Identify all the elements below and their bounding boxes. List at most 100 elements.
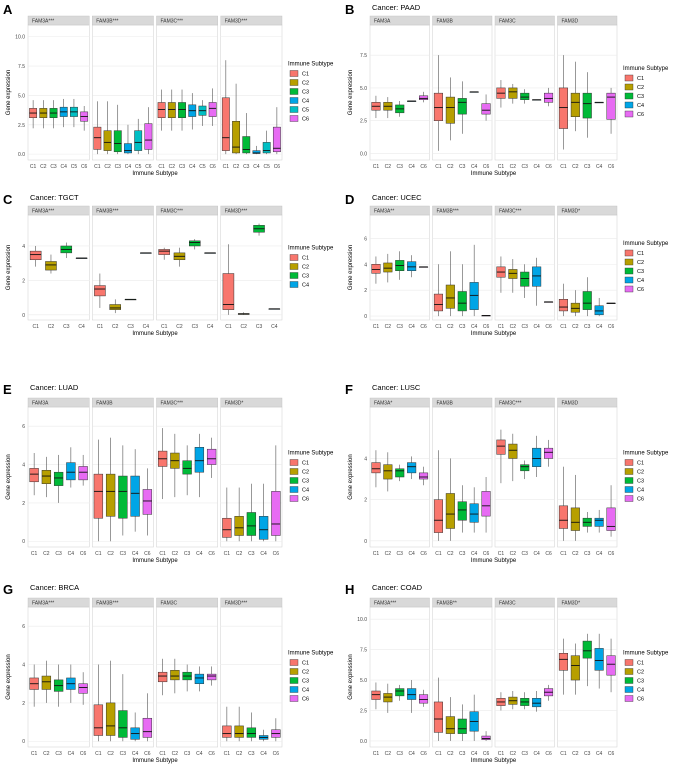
legend-swatch-c1 <box>624 459 634 466</box>
legend-label-c6: C6 <box>302 117 309 123</box>
legend-swatch-c4 <box>289 686 299 693</box>
x-tick-label: C3 <box>459 551 466 557</box>
panel-title: Cancer: LUSC <box>372 383 421 392</box>
facet-1: FAM3B*** C1 C2 C3 C4 <box>92 205 154 330</box>
box-c1 <box>222 706 232 742</box>
x-tick-label: C2 <box>510 164 517 170</box>
box-c6 <box>78 672 88 705</box>
box-c1 <box>433 450 443 541</box>
x-tick-label: C3 <box>120 551 127 557</box>
facet-3: FAM3D* C1 C2 C3 C4 C6 <box>220 397 283 557</box>
facet-0: FAM3A C1 C2 C3 C4 C6 <box>369 15 430 170</box>
legend-label-c2: C2 <box>302 265 309 271</box>
facet-strip-label: FAM3A*** <box>374 601 396 607</box>
facet-strip-label: FAM3D*** <box>225 601 248 607</box>
box-body <box>170 670 180 681</box>
box-c1 <box>158 247 170 260</box>
x-tick-label: C6 <box>420 324 427 330</box>
box-c3 <box>253 223 265 236</box>
box-c1 <box>29 245 42 267</box>
box-c6 <box>481 731 491 741</box>
facet-strip <box>494 397 555 408</box>
y-tick-label: 4 <box>364 262 367 268</box>
box-c4 <box>407 456 417 480</box>
box-c2 <box>570 643 580 695</box>
x-tick-label: C1 <box>158 164 165 170</box>
x-tick-label: C5 <box>135 164 142 170</box>
x-tick-label: C3 <box>248 551 255 557</box>
box-c2 <box>383 452 393 492</box>
legend-label-c2: C2 <box>302 670 309 676</box>
box-body <box>234 725 244 738</box>
box-body <box>532 698 542 708</box>
facet-strip <box>156 397 218 408</box>
facet-strip-label: FAM3D* <box>225 401 244 407</box>
facet-2: FAM3C*** C1 C2 C3 C4 C6 <box>494 205 555 330</box>
box-c4 <box>130 449 140 532</box>
box-body <box>271 491 281 536</box>
x-tick-label: C6 <box>545 751 552 757</box>
box-c1 <box>371 256 381 284</box>
facet-1: FAM3B C1 C2 C3 C4 C6 <box>92 397 154 557</box>
box-c1 <box>496 429 506 484</box>
facet-1: FAM3B*** C1 C2 C3 C4 C6 <box>432 205 493 330</box>
x-tick-label: C3 <box>256 324 263 330</box>
facet-plot-area <box>156 214 218 321</box>
box-c4 <box>594 633 604 689</box>
box-c1 <box>558 638 568 695</box>
x-tick-label: C6 <box>273 751 280 757</box>
panel-h: H Cancer: COAD Gene expression 0.0 2.5 5.0 7.5… <box>345 582 669 764</box>
box-body <box>262 142 271 154</box>
legend-label-c4: C4 <box>637 278 644 284</box>
box-body <box>144 123 153 150</box>
x-tick-label: C4 <box>533 551 540 557</box>
facet-strip-label: FAM3C*** <box>499 401 522 407</box>
x-tick-label: C6 <box>144 551 151 557</box>
legend: Immune Subtype C1 C2 C3 C4 <box>288 246 334 289</box>
x-tick-label: C6 <box>80 551 87 557</box>
box-body <box>481 491 491 517</box>
legend-label-c1: C1 <box>637 76 644 82</box>
box-c6 <box>142 468 153 536</box>
x-axis-label: Immune Subtype <box>132 758 178 764</box>
facet-plot-area <box>369 24 430 161</box>
facet-1: FAM3B C1 C2 C3 C4 C6 <box>432 397 493 557</box>
box-body <box>532 447 542 467</box>
facet-2: FAM3C*** C1 C2 C3 C4 C6 <box>156 397 218 557</box>
facet-2: FAM3C C1 C2 C3 C4 C6 <box>156 597 218 757</box>
x-axis-label: Immune Subtype <box>132 171 178 177</box>
box-c4 <box>594 101 604 104</box>
box-body <box>582 640 592 659</box>
x-tick-label: C6 <box>545 164 552 170</box>
legend-label-c2: C2 <box>637 470 644 476</box>
box-c2 <box>445 77 455 141</box>
box-c6 <box>544 684 554 701</box>
box-body <box>78 466 88 481</box>
x-tick-label: C1 <box>30 164 37 170</box>
x-tick-label: C6 <box>608 751 615 757</box>
x-tick-label: C1 <box>435 751 442 757</box>
x-tick-label: C1 <box>560 551 567 557</box>
facet-strip <box>494 15 555 26</box>
box-c4 <box>258 483 269 542</box>
facet-1: FAM3B C1 C2 C3 C4 C6 <box>432 15 493 170</box>
legend-swatch-c2 <box>624 258 634 266</box>
facet-strip-label: FAM3B <box>437 19 454 25</box>
box-body <box>558 505 568 529</box>
box-c4 <box>252 145 261 155</box>
facet-3: FAM3D*** C1 C2 C3 C4 C6 <box>220 597 283 757</box>
box-c4 <box>407 255 417 278</box>
x-tick-label: C6 <box>608 551 615 557</box>
legend: Immune Subtype C1 C2 C3 C4 C6 <box>623 451 669 503</box>
y-tick-label: 4 <box>364 456 367 462</box>
y-tick-label: 2 <box>22 278 25 284</box>
legend-swatch-c3 <box>624 477 634 484</box>
legend-title: Immune Subtype <box>288 451 334 457</box>
panel-letter: E <box>3 382 12 397</box>
x-tick-label: C4 <box>471 324 478 330</box>
x-tick-label: C4 <box>596 164 603 170</box>
box-body <box>508 87 518 99</box>
facet-strip <box>557 205 618 216</box>
box-c6 <box>606 302 616 304</box>
